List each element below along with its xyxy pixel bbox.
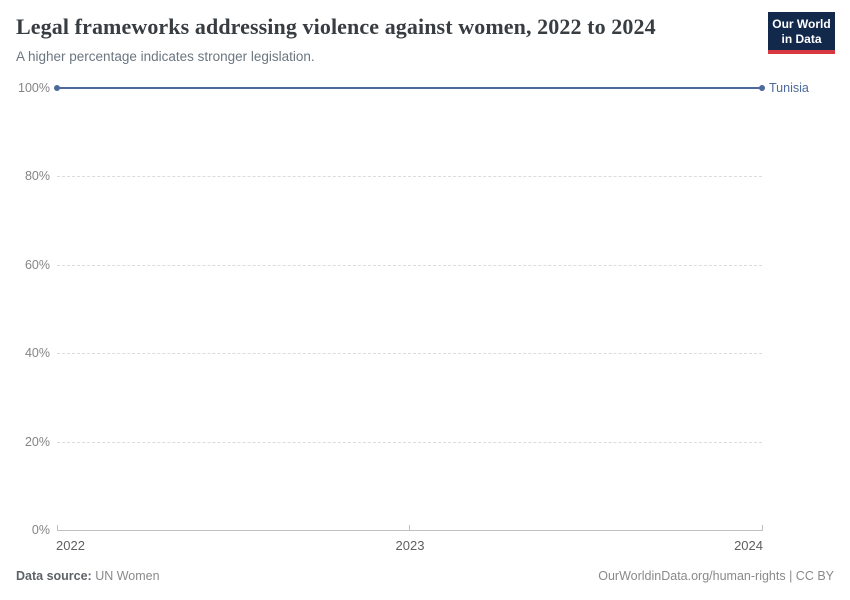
line-endpoint-marker-end [759,85,765,91]
y-axis-label-60: 60% [24,258,50,272]
y-axis-label-40: 40% [24,346,50,360]
owid-logo: Our World in Data [768,12,835,54]
x-tick-2023 [409,525,410,530]
y-axis-label-20: 20% [24,435,50,449]
owid-logo-line2: in Data [781,31,822,46]
owid-logo-line1: Our World [772,17,831,31]
page-subtitle: A higher percentage indicates stronger l… [16,49,315,64]
y-axis-label-0: 0% [31,523,50,537]
line-endpoint-marker-start [54,85,60,91]
page-title: Legal frameworks addressing violence aga… [16,14,656,39]
datasource-label: Data source: [16,569,92,583]
footer-datasource: Data source: UN Women [16,569,160,583]
x-axis-label-2023: 2023 [395,538,425,553]
gridline-60 [57,265,762,266]
footer-credit-link[interactable]: OurWorldinData.org/human-rights | CC BY [598,569,834,583]
x-axis-line [57,530,763,531]
x-axis-label-2024: 2024 [734,538,763,553]
data-line-tunisia[interactable] [57,87,762,89]
y-axis-label-100: 100% [18,81,50,95]
x-axis-label-2022: 2022 [56,538,85,553]
datasource-value: UN Women [91,569,160,583]
x-tick-2024 [762,525,763,530]
gridline-20 [57,442,762,443]
entity-label-tunisia[interactable]: Tunisia [769,81,809,95]
gridline-80 [57,176,762,177]
y-axis-label-80: 80% [24,169,50,183]
x-tick-2022 [57,525,58,530]
gridline-40 [57,353,762,354]
